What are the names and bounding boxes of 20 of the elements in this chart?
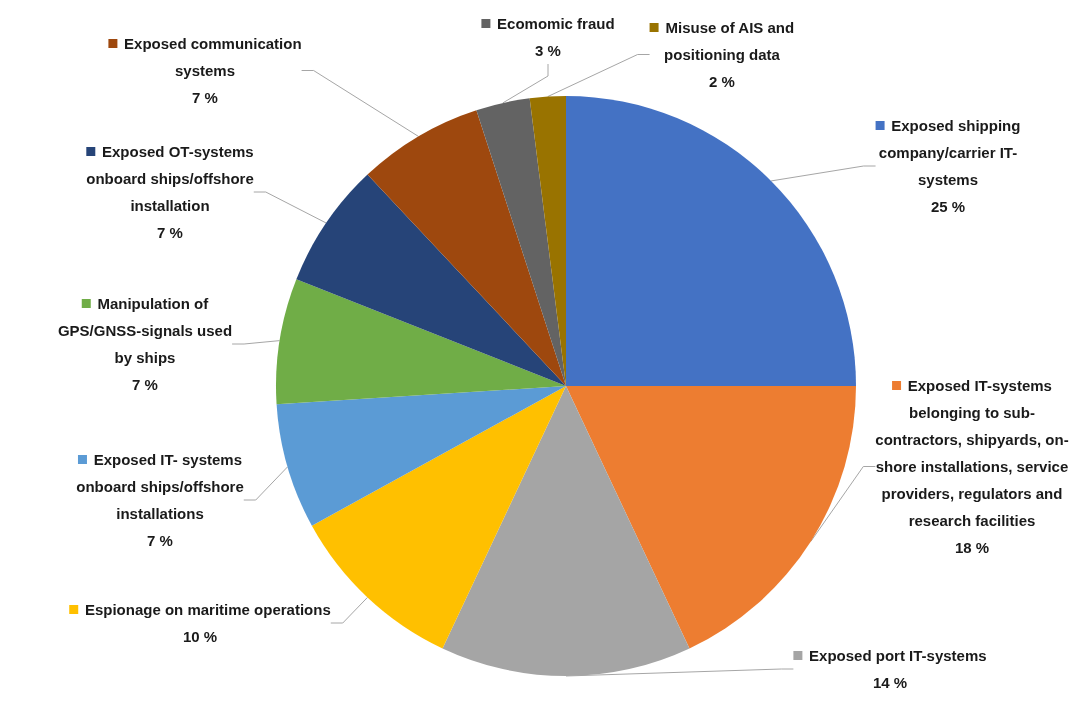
data-label: 7 % — [147, 532, 173, 549]
data-label: 7 % — [157, 224, 183, 241]
legend-label: Exposed IT-systems belonging to sub-contractors, shipyards, on-shore installations, service providers, regulators and research facilities — [875, 377, 1069, 529]
legend-label: Espionage on maritime operations — [84, 601, 331, 618]
data-label: 7 % — [132, 376, 158, 393]
data-label: 2 % — [709, 73, 735, 90]
legend-label: Exposed port IT-systems — [809, 647, 987, 664]
legend-label: Ecomomic fraud — [497, 15, 615, 32]
data-label: 18 % — [954, 539, 990, 556]
data-label: 10 % — [182, 628, 218, 645]
legend-label: Exposed communication systems — [124, 35, 302, 79]
data-label: 25 % — [930, 198, 966, 215]
legend-label: Exposed shipping company/carrier IT-systems — [878, 117, 1021, 188]
data-label: 7 % — [192, 89, 218, 106]
data-label: 14 % — [872, 674, 908, 691]
legend-label: Exposed OT-systems onboard ships/offshore installation — [86, 143, 254, 214]
legend-label: Manipulation of GPS/GNSS-signals used by ships — [57, 295, 233, 366]
legend-label: Misuse of AIS and positioning data — [664, 19, 795, 63]
legend-label: Exposed IT- systems onboard ships/offshore installations — [76, 451, 244, 522]
data-label: 3 % — [535, 42, 561, 59]
